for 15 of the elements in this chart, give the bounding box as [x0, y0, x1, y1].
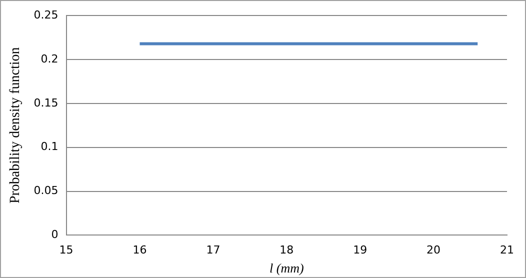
y-tick-label: 0	[51, 228, 58, 242]
y-axis-title: Probability density function	[8, 47, 24, 204]
x-tick-label: 19	[353, 244, 368, 257]
x-tick-label: 21	[500, 244, 514, 257]
x-tick-label: 16	[132, 244, 147, 257]
x-tick-label: 18	[280, 244, 294, 257]
y-tick-label: 0.1	[40, 140, 58, 154]
x-axis-title: l (mm)	[270, 260, 304, 276]
y-tick-label: 0.15	[34, 96, 58, 110]
x-tick-label: 15	[59, 244, 74, 257]
x-tick-label: 20	[426, 244, 441, 257]
y-tick-label: 0.2	[40, 52, 58, 66]
y-tick-label: 0.25	[34, 8, 58, 22]
y-tick-label: 0.05	[34, 184, 58, 198]
x-tick-label: 17	[206, 244, 220, 257]
